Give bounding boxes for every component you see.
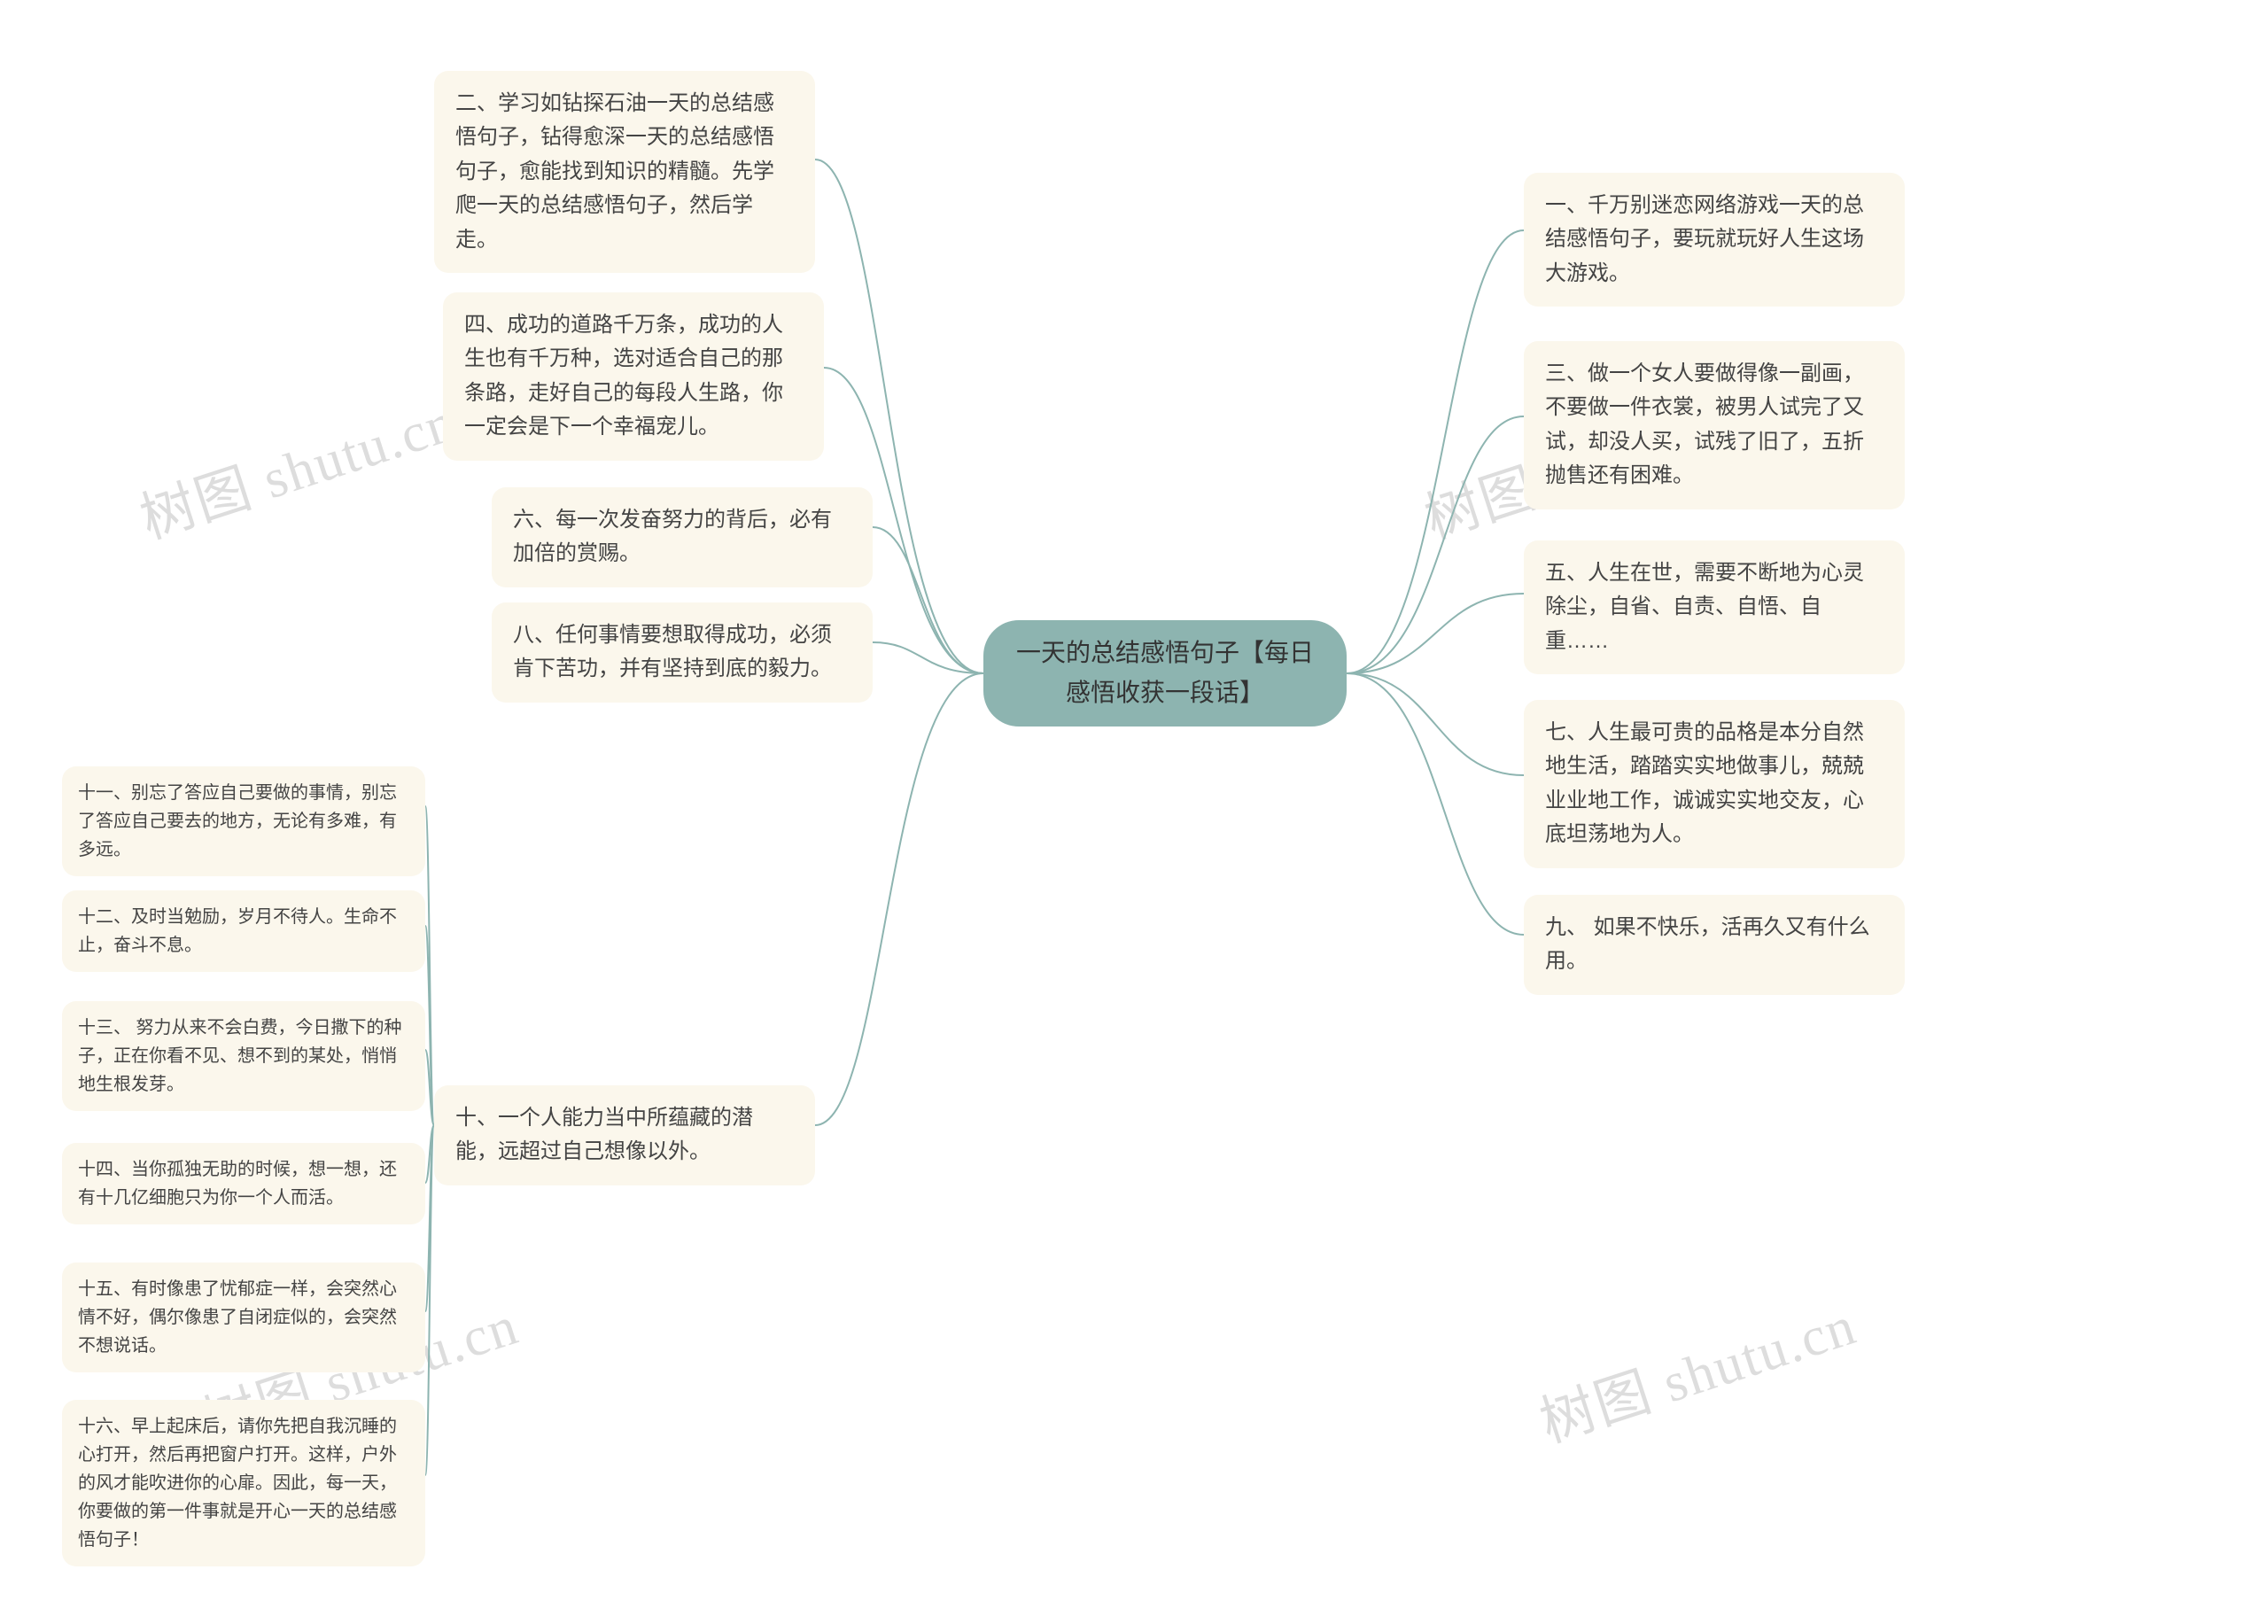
branch-node-6[interactable]: 六、每一次发奋努力的背后，必有加倍的赏赐。 <box>492 487 873 587</box>
sub-node-11[interactable]: 十一、别忘了答应自己要做的事情，别忘了答应自己要去的地方，无论有多难，有多远。 <box>62 766 425 876</box>
sub-label: 十五、有时像患了忧郁症一样，会突然心情不好，偶尔像患了自闭症似的，会突然不想说话… <box>78 1279 397 1356</box>
sub-node-14[interactable]: 十四、当你孤独无助的时候，想一想，还有十几亿细胞只为你一个人而活。 <box>62 1143 425 1224</box>
branch-node-10[interactable]: 十、一个人能力当中所蕴藏的潜能，远超过自己想像以外。 <box>434 1085 815 1185</box>
branch-node-9[interactable]: 九、 如果不快乐，活再久又有什么用。 <box>1524 895 1905 995</box>
branch-label: 九、 如果不快乐，活再久又有什么用。 <box>1545 915 1870 973</box>
branch-node-5[interactable]: 五、人生在世，需要不断地为心灵除尘，自省、自责、自悟、自重…… <box>1524 540 1905 674</box>
sub-label: 十三、 努力从来不会白费，今日撒下的种子，正在你看不见、想不到的某处，悄悄地生根… <box>78 1018 402 1094</box>
sub-label: 十二、及时当勉励，岁月不待人。生命不止，奋斗不息。 <box>78 907 397 955</box>
sub-node-13[interactable]: 十三、 努力从来不会白费，今日撒下的种子，正在你看不见、想不到的某处，悄悄地生根… <box>62 1001 425 1111</box>
watermark: 树图 shutu.cn <box>128 377 465 554</box>
branch-label: 八、任何事情要想取得成功，必须肯下苦功，并有坚持到底的毅力。 <box>513 623 832 680</box>
center-node-label: 一天的总结感悟句子【每日感悟收获一段话】 <box>1005 633 1325 713</box>
branch-label: 三、做一个女人要做得像一副画，不要做一件衣裳，被男人试完了又试，却没人买，试残了… <box>1545 361 1864 487</box>
branch-node-4[interactable]: 四、成功的道路千万条，成功的人生也有千万种，选对适合自己的那条路，走好自己的每段… <box>443 292 824 461</box>
branch-node-3[interactable]: 三、做一个女人要做得像一副画，不要做一件衣裳，被男人试完了又试，却没人买，试残了… <box>1524 341 1905 509</box>
sub-label: 十一、别忘了答应自己要做的事情，别忘了答应自己要去的地方，无论有多难，有多远。 <box>78 783 397 859</box>
sub-node-16[interactable]: 十六、早上起床后，请你先把自我沉睡的心打开，然后再把窗户打开。这样，户外的风才能… <box>62 1400 425 1566</box>
branch-node-1[interactable]: 一、千万别迷恋网络游戏一天的总结感悟句子，要玩就玩好人生这场大游戏。 <box>1524 173 1905 307</box>
branch-label: 十、一个人能力当中所蕴藏的潜能，远超过自己想像以外。 <box>455 1106 753 1163</box>
sub-label: 十四、当你孤独无助的时候，想一想，还有十几亿细胞只为你一个人而活。 <box>78 1160 397 1208</box>
branch-label: 五、人生在世，需要不断地为心灵除尘，自省、自责、自悟、自重…… <box>1545 561 1864 653</box>
center-node[interactable]: 一天的总结感悟句子【每日感悟收获一段话】 <box>983 620 1347 727</box>
watermark: 树图 shutu.cn <box>1528 1280 1865 1457</box>
branch-node-2[interactable]: 二、学习如钻探石油一天的总结感悟句子，钻得愈深一天的总结感悟句子，愈能找到知识的… <box>434 71 815 273</box>
branch-label: 四、成功的道路千万条，成功的人生也有千万种，选对适合自己的那条路，走好自己的每段… <box>464 313 783 439</box>
mindmap-canvas: 树图 shutu.cn 树图 shutu.cn 树图 shutu.cn 树图 s… <box>0 0 2268 1624</box>
branch-label: 二、学习如钻探石油一天的总结感悟句子，钻得愈深一天的总结感悟句子，愈能找到知识的… <box>455 91 774 252</box>
branch-node-8[interactable]: 八、任何事情要想取得成功，必须肯下苦功，并有坚持到底的毅力。 <box>492 602 873 703</box>
sub-node-12[interactable]: 十二、及时当勉励，岁月不待人。生命不止，奋斗不息。 <box>62 890 425 972</box>
sub-node-15[interactable]: 十五、有时像患了忧郁症一样，会突然心情不好，偶尔像患了自闭症似的，会突然不想说话… <box>62 1263 425 1372</box>
branch-label: 一、千万别迷恋网络游戏一天的总结感悟句子，要玩就玩好人生这场大游戏。 <box>1545 193 1864 285</box>
branch-label: 七、人生最可贵的品格是本分自然地生活，踏踏实实地做事儿，兢兢业业地工作，诚诚实实… <box>1545 720 1864 846</box>
sub-label: 十六、早上起床后，请你先把自我沉睡的心打开，然后再把窗户打开。这样，户外的风才能… <box>78 1417 397 1550</box>
branch-label: 六、每一次发奋努力的背后，必有加倍的赏赐。 <box>513 508 832 565</box>
branch-node-7[interactable]: 七、人生最可贵的品格是本分自然地生活，踏踏实实地做事儿，兢兢业业地工作，诚诚实实… <box>1524 700 1905 868</box>
